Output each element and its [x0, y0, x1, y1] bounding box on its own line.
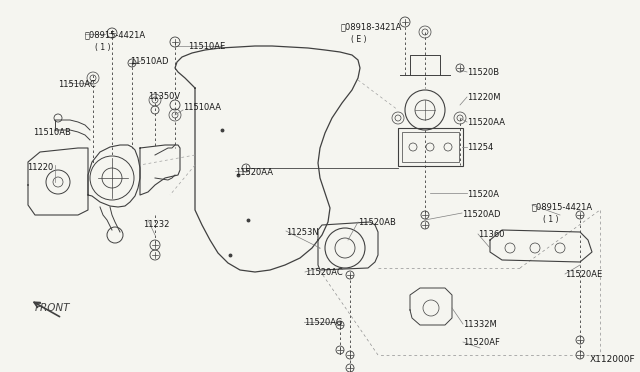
- Text: ( 1 ): ( 1 ): [95, 43, 111, 52]
- Text: 11510AC: 11510AC: [58, 80, 96, 89]
- Bar: [398, 128, 463, 166]
- Text: 11520AA: 11520AA: [235, 168, 273, 177]
- Text: 11520B: 11520B: [467, 68, 499, 77]
- Text: 11520AF: 11520AF: [463, 338, 500, 347]
- Text: 11360: 11360: [478, 230, 504, 239]
- Text: ⓝ08915-4421A: ⓝ08915-4421A: [532, 202, 593, 211]
- Text: 11520AB: 11520AB: [358, 218, 396, 227]
- Text: 11220: 11220: [27, 163, 53, 172]
- Text: ( 1 ): ( 1 ): [543, 215, 559, 224]
- Text: 11520AE: 11520AE: [565, 270, 602, 279]
- Text: ⓝ08915-4421A: ⓝ08915-4421A: [85, 30, 146, 39]
- Text: 11520AA: 11520AA: [467, 118, 505, 127]
- Text: 11520AG: 11520AG: [304, 318, 342, 327]
- Bar: [402, 132, 459, 162]
- Text: 11510AD: 11510AD: [130, 57, 168, 66]
- Text: 11510AA: 11510AA: [183, 103, 221, 112]
- Text: 11254: 11254: [467, 143, 493, 152]
- Text: 11332M: 11332M: [463, 320, 497, 329]
- Text: 11520A: 11520A: [467, 190, 499, 199]
- Text: FRONT: FRONT: [35, 303, 70, 313]
- Text: 11520AC: 11520AC: [305, 268, 343, 277]
- Text: ⓝ08918-3421A: ⓝ08918-3421A: [341, 22, 403, 31]
- Text: 11253N: 11253N: [286, 228, 319, 237]
- Text: 11510AB: 11510AB: [33, 128, 71, 137]
- Text: 11220M: 11220M: [467, 93, 500, 102]
- Text: X112000F: X112000F: [590, 355, 636, 364]
- Text: 11350V: 11350V: [148, 92, 180, 101]
- Text: ( E ): ( E ): [351, 35, 367, 44]
- Text: 11232: 11232: [143, 220, 170, 229]
- Text: 11510AE: 11510AE: [188, 42, 225, 51]
- Text: 11520AD: 11520AD: [462, 210, 500, 219]
